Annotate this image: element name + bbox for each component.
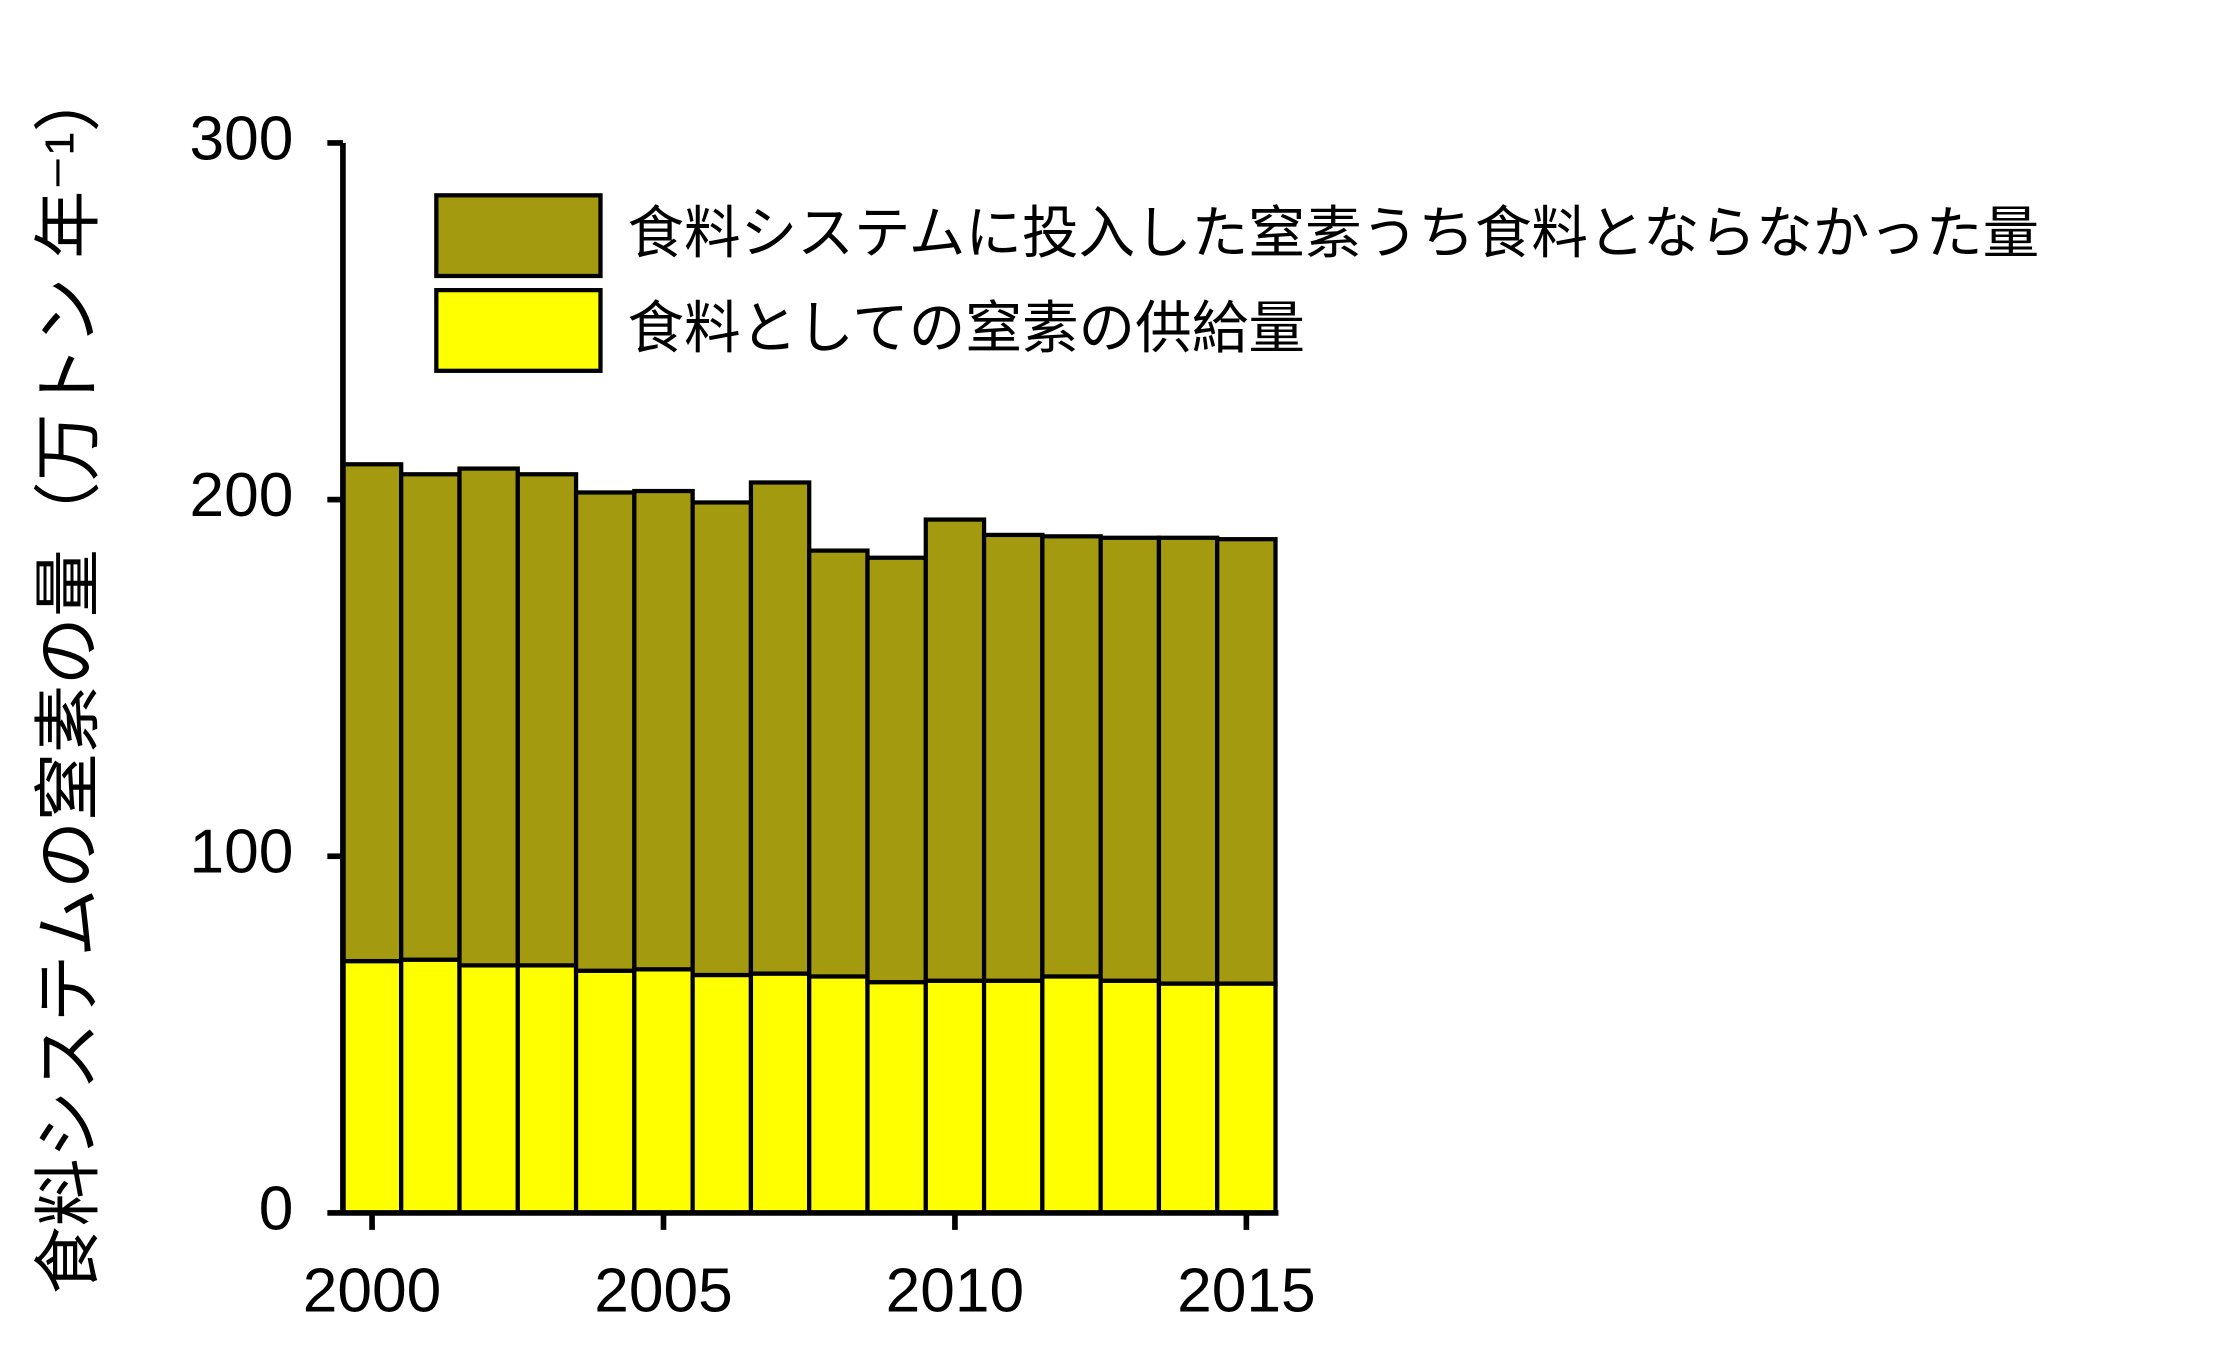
bar-segment (573, 490, 637, 973)
y-axis-label: 食料システムの窒素の量（万トン 年⁻¹） (32, 64, 107, 1294)
bar-segment (1040, 534, 1103, 979)
x-tick-label: 2010 (886, 1256, 1025, 1325)
bar-segment (865, 980, 928, 1216)
bar-segment (399, 957, 462, 1216)
bar-segment (748, 971, 812, 1216)
bar-segment (981, 532, 1045, 983)
bar-segment (1215, 981, 1278, 1216)
x-tick-label: 2000 (303, 1256, 442, 1325)
bar-segment (981, 978, 1045, 1216)
bar-segment (1098, 535, 1162, 983)
bar-segment (457, 963, 520, 1216)
legend-label: 食料としての窒素の供給量 (627, 297, 1305, 360)
bar-segment (1156, 981, 1220, 1216)
bar-segment (340, 462, 404, 964)
bar-segment (807, 974, 870, 1216)
bar-segment (515, 472, 579, 968)
y-tick-label: 300 (189, 104, 293, 173)
bar-segment (690, 500, 754, 978)
bar-segment (632, 488, 695, 972)
bar-segment (748, 480, 812, 976)
bar-segment (340, 958, 404, 1216)
bar-segment (515, 963, 579, 1216)
bar-segment (632, 967, 695, 1216)
legend-swatch (434, 193, 603, 279)
bar-segment (399, 472, 462, 962)
bar-segment (573, 968, 637, 1216)
bar-segment (1156, 535, 1220, 986)
bar-segment (690, 972, 754, 1216)
y-tick-label: 0 (259, 1174, 294, 1243)
y-tick-label: 200 (189, 461, 293, 530)
x-tick-label: 2015 (1177, 1256, 1316, 1325)
bar-segment (1098, 978, 1162, 1216)
bar-segment (923, 978, 987, 1216)
bar-segment (457, 466, 520, 968)
x-tick-label: 2005 (594, 1256, 733, 1325)
bar-segment (1040, 974, 1103, 1216)
legend-label: 食料システムに投入した窒素うち食料とならなかった量 (627, 202, 2039, 265)
y-tick-label: 100 (189, 818, 293, 887)
legend-swatch (434, 288, 603, 373)
bar-segment (807, 548, 870, 979)
bar-segment (865, 555, 928, 985)
bar-segment (1215, 537, 1278, 986)
bar-segment (923, 517, 987, 983)
